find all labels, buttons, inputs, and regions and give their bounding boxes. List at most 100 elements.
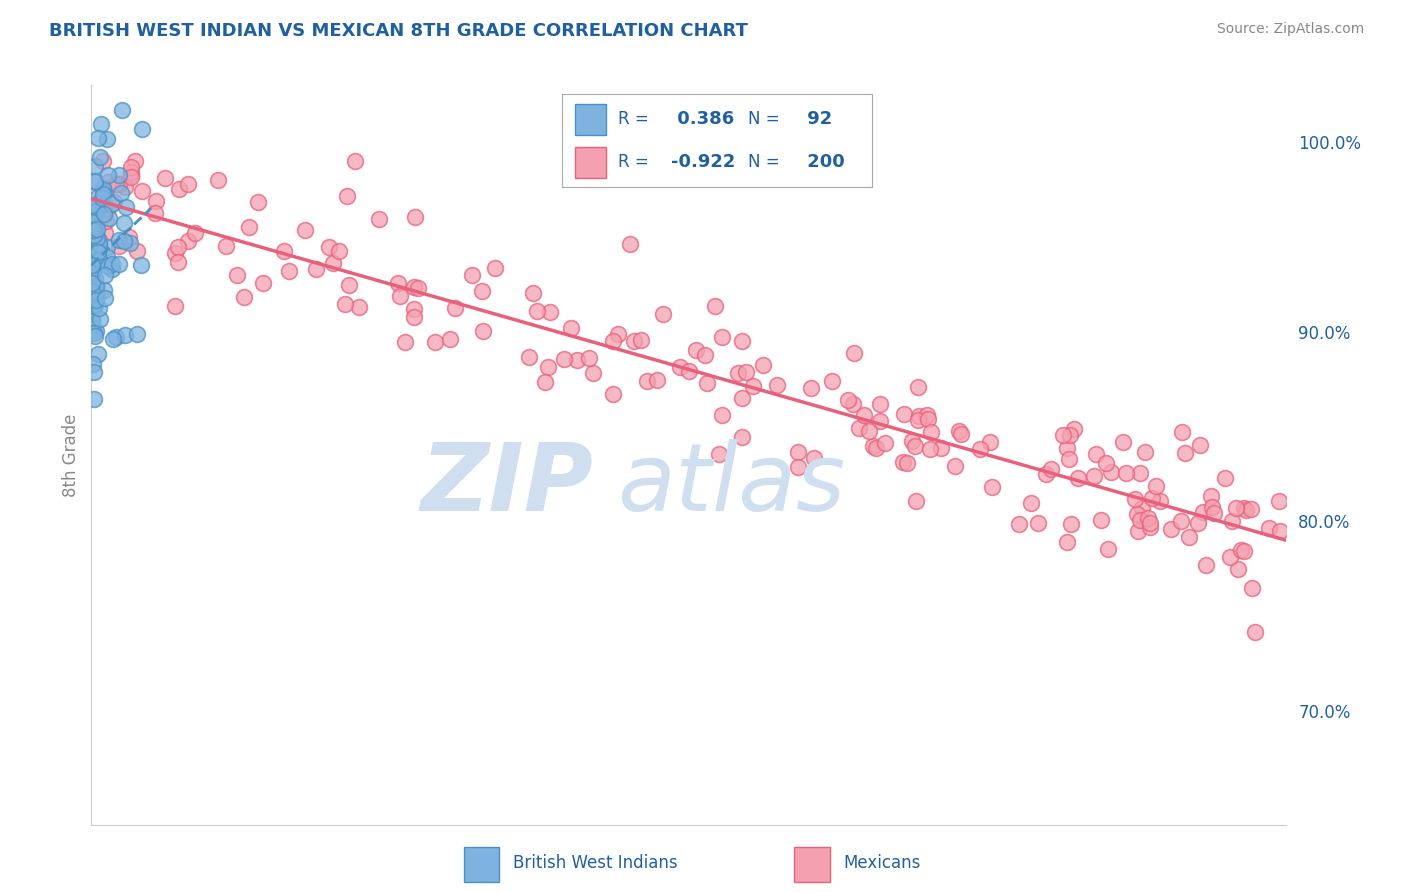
Point bbox=[82, 313, 104, 327]
Point bbox=[83, 219, 105, 234]
Point bbox=[89, 239, 111, 253]
Point bbox=[1160, 522, 1182, 536]
Point bbox=[1090, 513, 1112, 527]
Point bbox=[1225, 500, 1247, 515]
Point bbox=[82, 266, 104, 280]
Point bbox=[703, 299, 725, 313]
Point bbox=[84, 174, 107, 188]
Point bbox=[82, 284, 104, 298]
Point bbox=[636, 375, 658, 389]
Point bbox=[84, 286, 107, 301]
Point bbox=[97, 259, 120, 273]
Point bbox=[1187, 516, 1209, 531]
Point bbox=[167, 182, 190, 196]
Bar bbox=[464, 847, 499, 881]
Point bbox=[852, 408, 875, 422]
Point bbox=[84, 240, 107, 254]
Point bbox=[86, 287, 108, 301]
Text: Source: ZipAtlas.com: Source: ZipAtlas.com bbox=[1216, 22, 1364, 37]
Point bbox=[82, 313, 104, 327]
Point bbox=[800, 381, 823, 395]
Point bbox=[731, 392, 754, 406]
Point bbox=[652, 307, 675, 321]
Point bbox=[443, 301, 465, 315]
Point bbox=[328, 244, 350, 258]
Point bbox=[82, 216, 104, 230]
Point bbox=[80, 206, 103, 220]
Point bbox=[630, 333, 652, 347]
Point bbox=[1270, 524, 1292, 538]
Point bbox=[86, 227, 108, 241]
Point bbox=[96, 250, 118, 264]
Point bbox=[86, 347, 108, 361]
Point bbox=[742, 378, 765, 392]
Point bbox=[709, 447, 731, 461]
Point bbox=[87, 252, 110, 267]
Point bbox=[89, 196, 111, 211]
Point bbox=[1084, 447, 1107, 461]
Point bbox=[83, 392, 105, 406]
Point bbox=[1059, 451, 1081, 466]
Point bbox=[1201, 489, 1223, 503]
Point bbox=[87, 244, 110, 259]
Point bbox=[731, 430, 754, 444]
Point bbox=[337, 277, 360, 292]
Text: N =: N = bbox=[748, 110, 785, 128]
Point bbox=[207, 173, 229, 187]
Point bbox=[233, 290, 256, 304]
Point bbox=[84, 271, 107, 285]
Point bbox=[582, 366, 605, 380]
Point bbox=[86, 324, 108, 338]
Point bbox=[215, 239, 238, 253]
Point bbox=[96, 132, 118, 146]
Point bbox=[461, 268, 484, 282]
Point bbox=[114, 328, 136, 343]
Point bbox=[731, 334, 754, 348]
Point bbox=[1059, 517, 1081, 532]
Point bbox=[252, 276, 274, 290]
Point bbox=[86, 130, 108, 145]
Bar bbox=[575, 104, 606, 135]
Point bbox=[920, 425, 942, 440]
Point bbox=[86, 243, 108, 257]
Point bbox=[905, 493, 928, 508]
Point bbox=[104, 330, 127, 344]
Point bbox=[120, 236, 142, 251]
Point bbox=[893, 407, 915, 421]
Point bbox=[471, 325, 494, 339]
Point bbox=[1229, 542, 1251, 557]
Point bbox=[97, 168, 120, 182]
Point bbox=[124, 153, 146, 168]
Point bbox=[1243, 625, 1265, 640]
Point bbox=[87, 190, 110, 204]
Point bbox=[1128, 524, 1150, 538]
Point bbox=[439, 332, 461, 346]
Point bbox=[1133, 444, 1156, 458]
Point bbox=[83, 365, 105, 379]
Point bbox=[101, 262, 124, 277]
Point bbox=[114, 180, 136, 194]
Point bbox=[238, 220, 260, 235]
Point bbox=[865, 441, 887, 455]
Point bbox=[87, 202, 110, 217]
Point bbox=[84, 293, 107, 308]
Point bbox=[602, 334, 624, 348]
Point bbox=[112, 234, 135, 248]
Point bbox=[402, 310, 425, 325]
Point bbox=[1139, 520, 1161, 534]
Point bbox=[904, 439, 927, 453]
Point bbox=[842, 346, 865, 360]
Point bbox=[734, 365, 756, 379]
Point bbox=[471, 284, 494, 298]
Point bbox=[1174, 446, 1197, 460]
Point bbox=[538, 304, 561, 318]
Point bbox=[82, 259, 104, 273]
Point bbox=[981, 480, 1004, 494]
Point bbox=[533, 376, 555, 390]
Point bbox=[163, 299, 186, 313]
Point bbox=[1083, 468, 1105, 483]
Point bbox=[1063, 422, 1085, 436]
Text: BRITISH WEST INDIAN VS MEXICAN 8TH GRADE CORRELATION CHART: BRITISH WEST INDIAN VS MEXICAN 8TH GRADE… bbox=[49, 22, 748, 40]
Point bbox=[1129, 513, 1152, 527]
Point bbox=[86, 222, 108, 236]
